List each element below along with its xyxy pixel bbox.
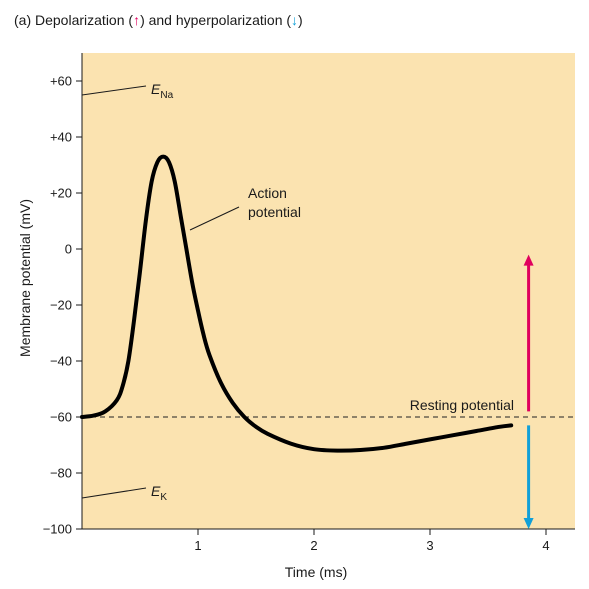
title-middle: ) and hyperpolarization (: [140, 12, 291, 28]
ena-subscript: Na: [160, 90, 173, 101]
x-tick-label: 1: [194, 538, 201, 553]
x-tick-label: 4: [542, 538, 549, 553]
y-tick-label: +60: [50, 74, 72, 89]
x-tick-label: 3: [426, 538, 433, 553]
plot-area: [82, 53, 575, 529]
chart-title: (a) Depolarization (↑) and hyperpolariza…: [14, 12, 303, 28]
ek-letter: E: [151, 483, 161, 499]
y-tick-label: −80: [50, 466, 72, 481]
y-tick-label: −20: [50, 298, 72, 313]
y-tick-label: −60: [50, 410, 72, 425]
x-tick-label: 2: [310, 538, 317, 553]
down-arrow-glyph: ↓: [291, 12, 298, 28]
action-potential-leader: [189, 206, 240, 231]
up-arrow-glyph: ↑: [133, 12, 140, 28]
action-potential-label: Action potential: [248, 185, 301, 220]
ena-letter: E: [151, 81, 161, 97]
polarization-arrows: [523, 254, 534, 529]
action-potential-label-line1: Action: [248, 185, 287, 201]
hyperpolarization-arrow-head: [523, 518, 534, 529]
y-axis-title: Membrane potential (mV): [17, 199, 33, 357]
title-suffix: ): [298, 12, 303, 28]
action-potential-curve: [80, 154, 514, 453]
ek-leader: [81, 487, 147, 499]
y-ticks: +60 +40 +20 0 −20 −40 −60 −80 −100: [43, 74, 82, 537]
y-tick-label: +20: [50, 186, 72, 201]
ena-leader: [81, 85, 147, 96]
ena-label: ENa: [151, 81, 174, 101]
y-tick-label: +40: [50, 130, 72, 145]
depolarization-arrow-head: [523, 254, 534, 266]
ek-label: EK: [151, 483, 167, 503]
x-ticks: 1 2 3 4: [194, 529, 550, 553]
ek-subscript: K: [160, 492, 167, 503]
title-prefix: (a) Depolarization (: [14, 12, 133, 28]
action-potential-label-line2: potential: [248, 204, 301, 220]
y-tick-label: −40: [50, 354, 72, 369]
y-tick-label: 0: [65, 242, 72, 257]
x-axis-title: Time (ms): [285, 564, 347, 580]
y-tick-label: −100: [43, 522, 72, 537]
resting-potential-label: Resting potential: [410, 397, 514, 413]
